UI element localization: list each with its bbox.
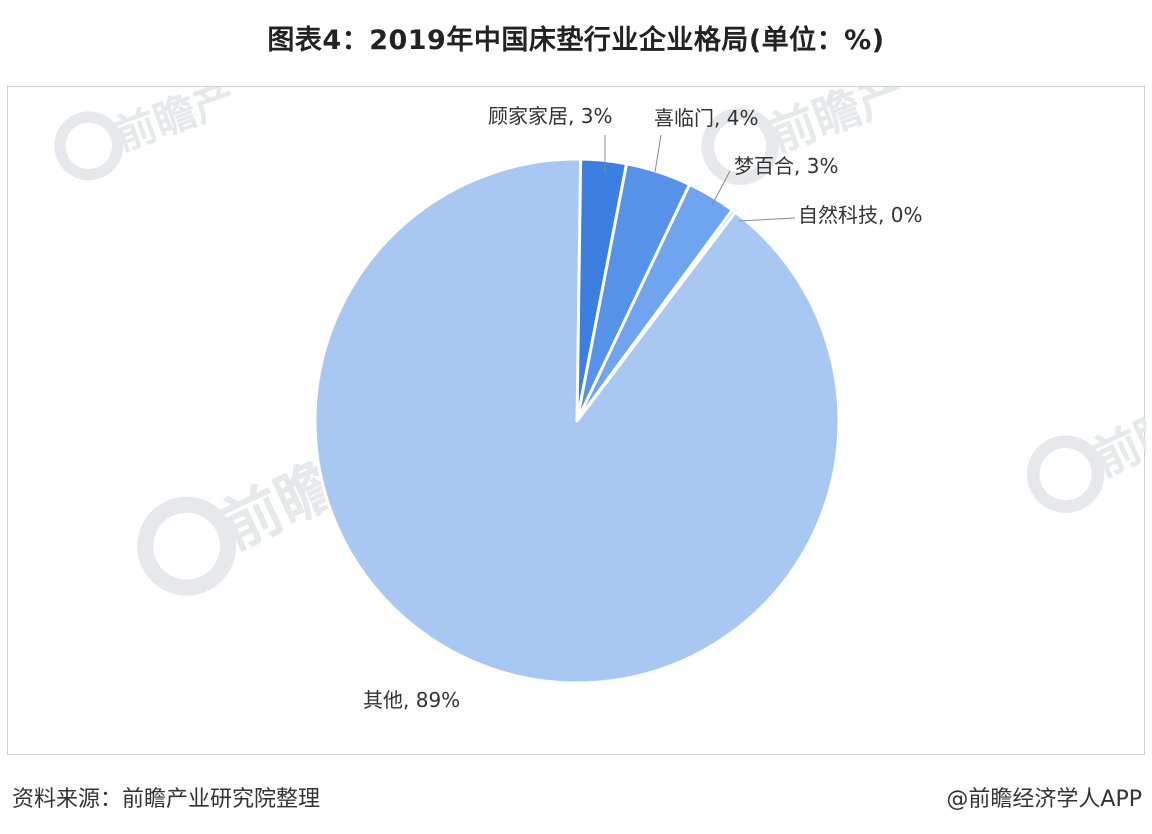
pie-chart: 顾家家居, 3% 喜临门, 4% 梦百合, 3% 自然科技, 0% 其他, 89% [313,104,922,712]
slice-label-1: 顾家家居, 3% [488,104,612,128]
source-note: 资料来源：前瞻产业研究院整理 [12,787,321,812]
leader-line-4 [738,217,796,222]
leader-line-3 [711,170,731,206]
slice-label-3: 梦百合, 3% [734,154,838,178]
slice-label-2: 喜临门, 4% [654,106,758,130]
chart-title: 图表4：2019年中国床垫行业企业格局(单位：%) [267,25,885,56]
slice-label-4: 自然科技, 0% [798,203,922,227]
pie-slice-5 [313,157,841,685]
brand-credit: @前瞻经济学人APP [946,787,1142,812]
leader-line-2 [654,134,662,173]
slice-label-5: 其他, 89% [363,688,460,712]
chart-area: 前瞻产前瞻产业研究院前瞻产前瞻产 顾家家居, 3%喜临门, 4%梦百合, 3%自… [7,86,1146,755]
